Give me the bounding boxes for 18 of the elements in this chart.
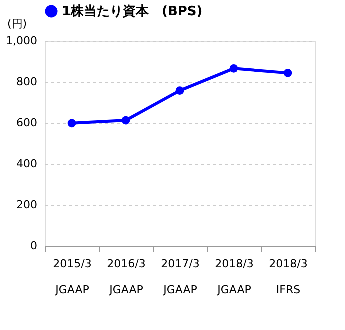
legend-label: 1株当たり資本 (BPS) — [62, 4, 203, 20]
y-tick-label: 0 — [30, 240, 38, 252]
x-tick-label: 2017/3 JGAAP — [161, 258, 200, 296]
y-tick-label: 800 — [16, 76, 38, 88]
point — [230, 64, 238, 73]
y-tick-label: 200 — [16, 198, 38, 212]
y-tick-label: 1,000 — [6, 34, 38, 48]
point — [176, 86, 184, 95]
x-tick-label: 2016/3 JGAAP — [107, 258, 146, 296]
point — [284, 69, 292, 78]
y-axis-title: (円) — [8, 18, 28, 30]
x-tick-label: 2015/3 JGAAP — [53, 258, 92, 296]
x-tick-label: 2018/3 IFRS — [269, 258, 308, 296]
x-tick-label: 2018/3 JGAAP — [215, 258, 254, 296]
point — [68, 119, 76, 128]
y-tick-label: 400 — [16, 158, 38, 170]
point — [122, 116, 130, 125]
y-tick-label: 600 — [16, 116, 38, 130]
